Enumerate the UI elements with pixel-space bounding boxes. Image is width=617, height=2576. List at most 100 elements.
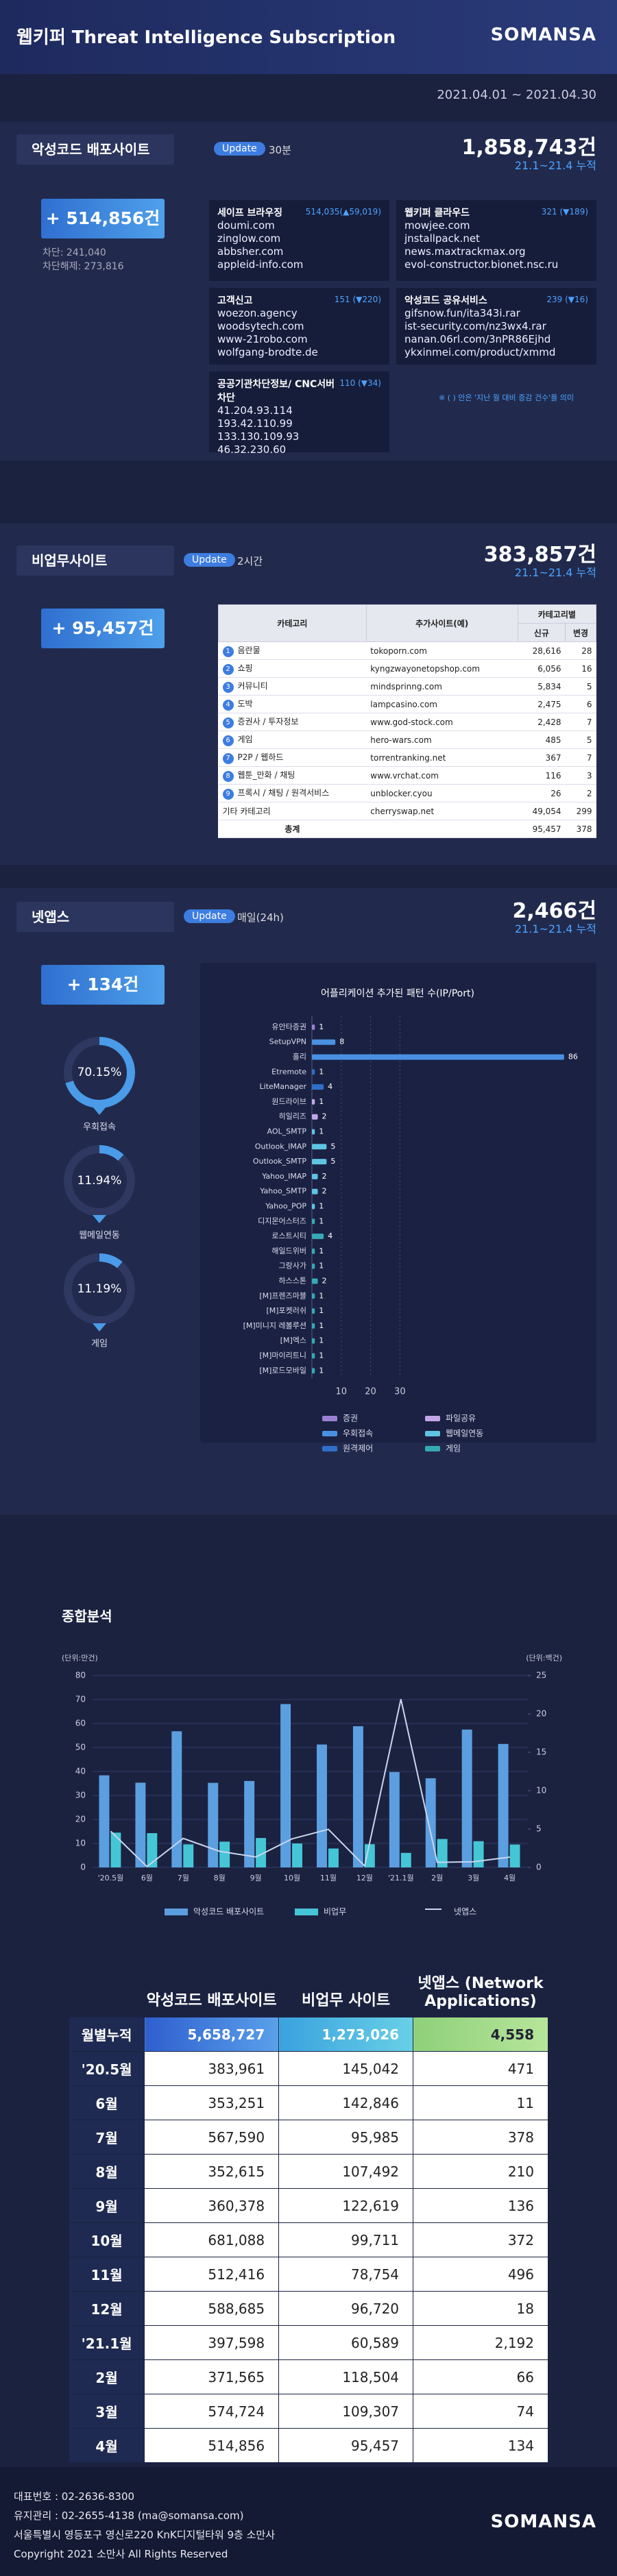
example-site: abbsher.com bbox=[217, 245, 284, 258]
value-cell: 66 bbox=[413, 2359, 548, 2394]
header-cell: 악성코드 배포사이트 bbox=[146, 1992, 277, 2009]
bar bbox=[461, 1729, 472, 1867]
example-site: www.god-stock.com bbox=[370, 717, 453, 727]
bar bbox=[171, 1731, 182, 1867]
update-interval: 30분 bbox=[269, 144, 291, 156]
y-tick-label: 원드라이브 bbox=[271, 1097, 306, 1106]
bar bbox=[312, 1218, 315, 1225]
data-label: 4 bbox=[328, 1231, 332, 1240]
bar bbox=[389, 1771, 400, 1867]
summary-table: 악성코드 배포사이트 비업무 사이트 넷앱스 (Network Applicatio… bbox=[68, 1946, 548, 2463]
rank-badge: 7 bbox=[222, 753, 234, 764]
source-count: 110 (▼34) bbox=[339, 378, 381, 388]
added-count: + 95,457건 bbox=[41, 609, 165, 648]
value-cell: 78,754 bbox=[278, 2257, 414, 2292]
total: 2,466건 bbox=[512, 899, 597, 923]
new-count: 28,616 bbox=[518, 641, 566, 660]
bar bbox=[312, 1293, 315, 1299]
y-tick-label: 그랑사가 bbox=[279, 1262, 306, 1271]
y-tick-label: 50 bbox=[75, 1743, 86, 1752]
x-tick-label: 6월 bbox=[141, 1874, 153, 1882]
added-count: + 514,856건 bbox=[41, 199, 165, 238]
footer-line: Copyright 2021 소만사 All Rights Reserved bbox=[14, 2548, 228, 2560]
changed-count: 3 bbox=[565, 766, 596, 785]
y-axis-label: (단위:만건) bbox=[62, 1654, 98, 1663]
data-label: 2 bbox=[322, 1112, 327, 1121]
source-card: 151 (▼220) 고객신고 woezon.agency woodsytech.co… bbox=[209, 288, 389, 365]
bar bbox=[135, 1782, 146, 1867]
data-label: 1 bbox=[319, 1127, 324, 1136]
bar bbox=[312, 1308, 315, 1314]
value-cell: 352,615 bbox=[144, 2154, 280, 2189]
rank-badge: 4 bbox=[222, 700, 234, 711]
example-site: unblocker.cyou bbox=[370, 788, 433, 798]
x-tick-label: 10 bbox=[336, 1387, 348, 1397]
table-row: 기타 카테고리 cherryswap.net 49,054 299 bbox=[218, 802, 596, 820]
header-row: 신규 변경 bbox=[219, 623, 596, 642]
example-site: 46.32.230.60 bbox=[217, 443, 287, 456]
table-row: 1 음란물 tokoporn.com 28,616 28 bbox=[218, 641, 596, 660]
table-row: 12월 588,685 96,720 18 bbox=[68, 2291, 548, 2326]
source-name: 고객신고 bbox=[217, 295, 253, 306]
bar bbox=[312, 1054, 564, 1060]
source-card: 239 (▼16) 악성코드 공유서비스 gifsnow.fun/ita343i.r… bbox=[396, 288, 596, 365]
page-title: 웹키퍼 Threat Intelligence Subscription bbox=[16, 27, 396, 48]
table-row: 4 도박 lampcasino.com 2,475 6 bbox=[218, 695, 596, 713]
y-tick-label: Yahoo_IMAP bbox=[261, 1172, 306, 1181]
data-label: 1 bbox=[319, 1306, 324, 1315]
legend-label: 파일공유 bbox=[446, 1414, 476, 1423]
total-note: 21.1~21.4 누적 bbox=[514, 566, 596, 579]
value-cell: 95,457 bbox=[278, 2428, 414, 2463]
donut-label: 게임 bbox=[91, 1339, 108, 1349]
x-tick-label: 2월 bbox=[431, 1874, 443, 1882]
x-tick-label: 3월 bbox=[468, 1874, 479, 1882]
y2-tick-label: 15 bbox=[536, 1747, 546, 1757]
table-row: '20.5월 383,961 145,042 471 bbox=[68, 2051, 548, 2086]
example-site: gifsnow.fun/ita343i.rar bbox=[404, 307, 520, 319]
bar bbox=[425, 1778, 436, 1867]
header-cell: 추가사이트(예) bbox=[365, 604, 518, 642]
blocked: 차단: 241,040 bbox=[43, 247, 106, 258]
data-label: 5 bbox=[330, 1157, 335, 1166]
x-tick-label: 7월 bbox=[178, 1874, 189, 1882]
legend-swatch bbox=[322, 1431, 337, 1436]
value-cell: 681,088 bbox=[144, 2222, 280, 2257]
example-site: 193.42.110.99 bbox=[217, 417, 293, 430]
y-tick-label: 20 bbox=[75, 1815, 86, 1824]
value-cell: 514,856 bbox=[144, 2428, 280, 2463]
y-tick-label: AOL_SMTP bbox=[267, 1127, 307, 1136]
data-label: 1 bbox=[319, 1336, 324, 1345]
value-cell: 1,273,026 bbox=[278, 2017, 414, 2052]
legend-label: 우회접속 bbox=[343, 1429, 373, 1438]
example-cell: www.vrchat.com bbox=[366, 766, 518, 785]
header-row: 악성코드 배포사이트 비업무 사이트 넷앱스 (Network Applicatio… bbox=[69, 1946, 548, 2017]
value-cell: 353,251 bbox=[144, 2085, 280, 2120]
changed-count: 5 bbox=[565, 731, 596, 749]
category-cell: 4 도박 bbox=[218, 695, 367, 713]
legend-swatch bbox=[295, 1909, 318, 1915]
logo: SOMANSA bbox=[490, 25, 596, 45]
value-cell: 134 bbox=[413, 2428, 548, 2463]
data-label: 5 bbox=[330, 1142, 335, 1151]
value-cell: 2,192 bbox=[413, 2325, 548, 2360]
y2-tick-label: 20 bbox=[536, 1709, 546, 1719]
example-site: evol-constructor.bionet.nsc.ru bbox=[404, 258, 559, 271]
value-cell: 95,985 bbox=[278, 2120, 414, 2155]
update-badge: Update bbox=[184, 909, 235, 923]
y2-tick-label: 5 bbox=[536, 1824, 542, 1834]
data-label: 1 bbox=[319, 1216, 324, 1225]
added-count: + 134건 bbox=[41, 965, 165, 1005]
bar bbox=[312, 1368, 315, 1374]
footer-band bbox=[0, 2467, 617, 2576]
chart-panel bbox=[200, 963, 596, 1443]
table-row: 7월 567,590 95,985 378 bbox=[68, 2120, 548, 2155]
y-tick-label: Outlook_IMAP bbox=[255, 1142, 307, 1151]
source-name: 공공기관차단정보/ CNC서버차단 bbox=[217, 379, 335, 404]
value-cell: 567,590 bbox=[144, 2120, 280, 2155]
table-row: 10월 681,088 99,711 372 bbox=[68, 2222, 548, 2257]
x-tick-label: 8월 bbox=[214, 1874, 226, 1882]
bar bbox=[312, 1024, 315, 1030]
category: 도박 bbox=[237, 699, 253, 709]
update-interval: 2시간 bbox=[237, 555, 263, 567]
bar bbox=[437, 1839, 448, 1867]
